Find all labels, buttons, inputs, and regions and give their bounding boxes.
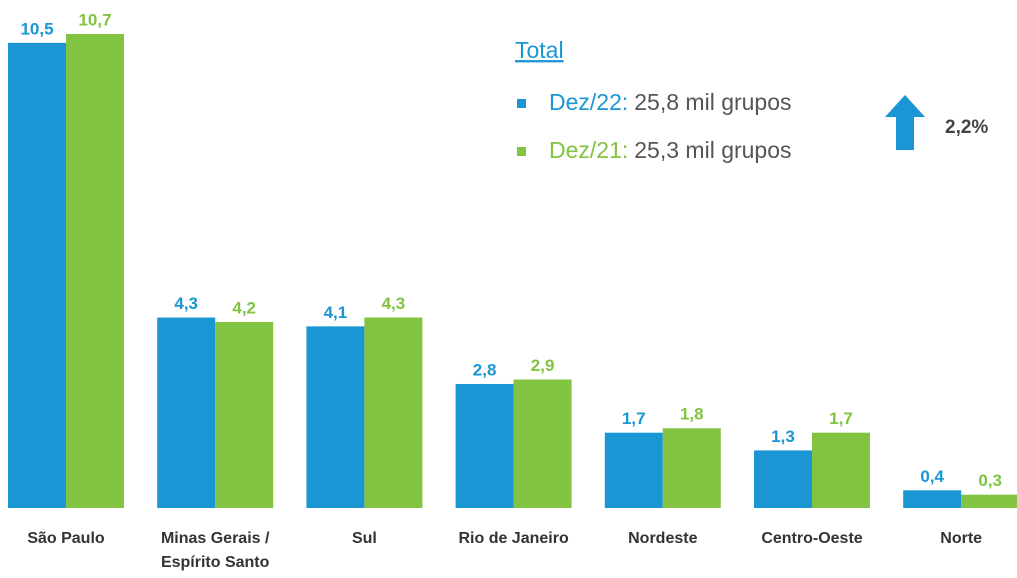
value-label: 1,8 <box>680 405 704 424</box>
bar <box>66 34 124 508</box>
bar <box>961 494 1017 508</box>
bar <box>662 428 721 508</box>
value-label: 2,8 <box>473 360 497 379</box>
value-label: 10,5 <box>20 19 53 38</box>
legend-marker <box>517 99 526 108</box>
x-tick-label: São Paulo <box>27 530 105 547</box>
x-tick-label: Nordeste <box>628 530 698 547</box>
legend-name: Dez/21: <box>549 137 628 163</box>
value-label: 4,3 <box>174 294 198 313</box>
legend-total: 25,3 mil grupos <box>634 137 791 163</box>
change-label: 2,2% <box>945 117 988 138</box>
bar <box>754 450 812 508</box>
bar <box>157 317 216 508</box>
bar <box>513 379 572 508</box>
value-label: 1,7 <box>829 409 853 428</box>
value-label: 1,3 <box>771 427 795 446</box>
legend-total: 25,8 mil grupos <box>634 89 791 115</box>
legend-entry: Dez/22: 25,8 mil grupos <box>549 89 792 115</box>
value-label: 4,3 <box>382 294 406 313</box>
arrow-icon <box>885 95 925 150</box>
legend-entry: Dez/21: 25,3 mil grupos <box>549 137 792 163</box>
legend-name: Dez/22: <box>549 89 628 115</box>
bar <box>903 490 962 508</box>
x-tick-label: Norte <box>940 530 983 547</box>
bar <box>306 326 365 508</box>
bar <box>215 321 274 508</box>
bar <box>604 432 663 508</box>
value-label: 2,9 <box>531 356 555 375</box>
x-tick-label: Centro-Oeste <box>761 530 863 547</box>
x-tick-label: Rio de Janeiro <box>458 530 569 547</box>
value-label: 0,3 <box>978 471 1002 490</box>
bar <box>812 432 870 508</box>
bar <box>455 383 514 508</box>
value-label: 10,7 <box>78 10 111 29</box>
legend-title: Total <box>515 37 564 63</box>
bar <box>8 42 66 509</box>
value-label: 4,1 <box>324 303 348 322</box>
x-tick-label: Sul <box>351 530 377 547</box>
bar <box>364 317 423 508</box>
value-label: 0,4 <box>920 467 944 486</box>
value-label: 1,7 <box>622 409 646 428</box>
legend-marker <box>517 147 526 156</box>
x-tick-label: Minas Gerais / Espírito Santo <box>160 530 270 571</box>
value-label: 4,2 <box>232 298 256 317</box>
